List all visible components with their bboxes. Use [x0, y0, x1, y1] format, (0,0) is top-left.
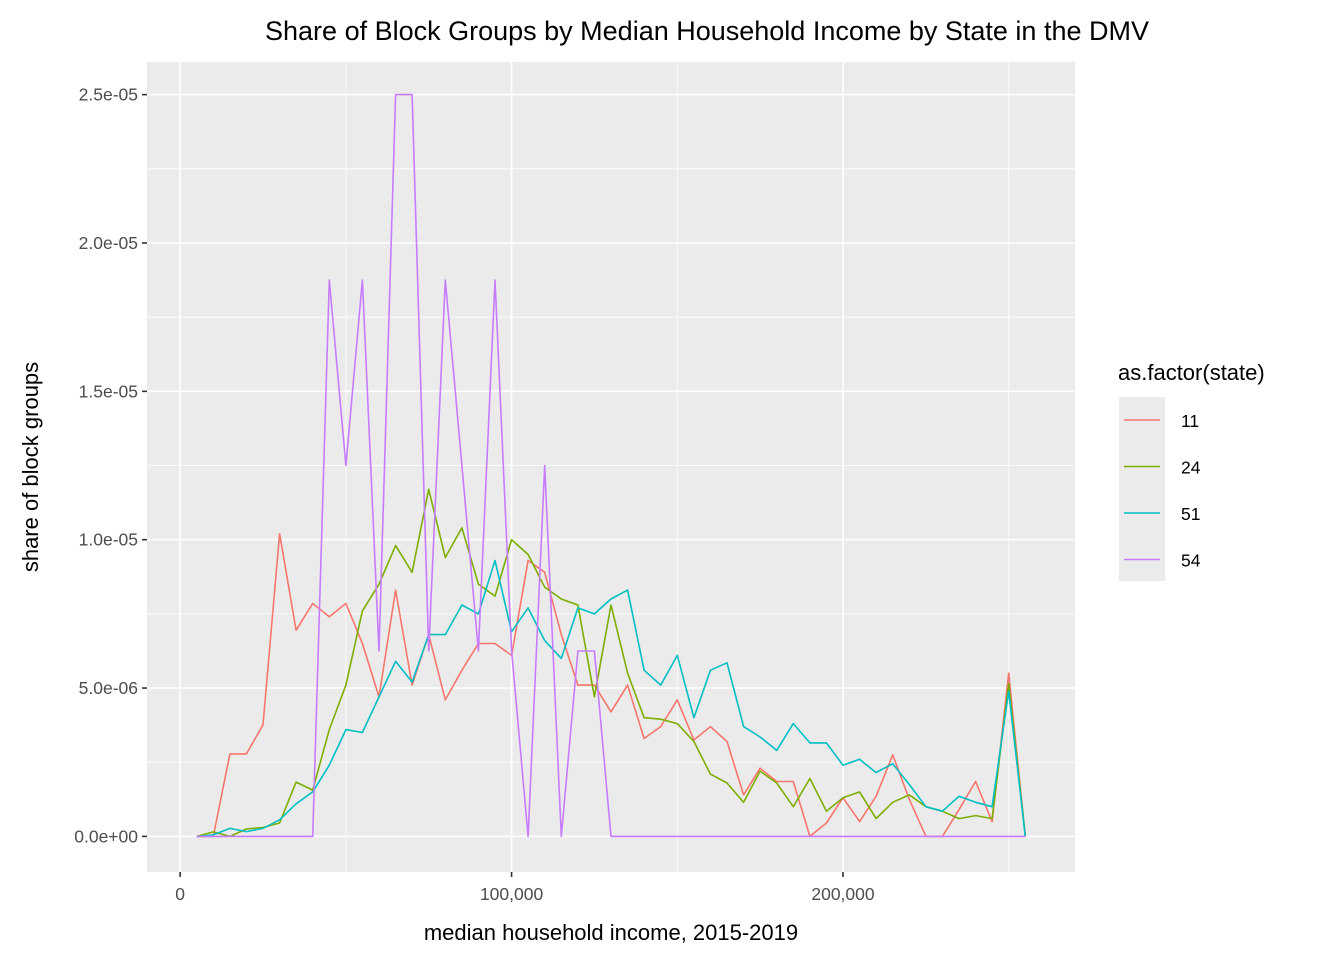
y-tick-label: 1.0e-05 [79, 530, 138, 550]
x-tick-label: 100,000 [480, 884, 544, 904]
x-tick-label: 200,000 [811, 884, 875, 904]
legend-item-11: 11 [1124, 411, 1199, 431]
chart-title: Share of Block Groups by Median Househol… [265, 16, 1149, 46]
x-axis: 0 100,000 200,000 [175, 872, 875, 904]
series-line-54 [196, 93, 1026, 838]
legend-title: as.factor(state) [1118, 360, 1265, 385]
y-tick-label: 2.0e-05 [79, 233, 138, 253]
legend-label: 24 [1181, 458, 1201, 478]
series-lines [196, 93, 1027, 838]
series-line-11 [196, 532, 1027, 838]
legend-label: 51 [1181, 504, 1200, 524]
y-axis-title: share of block groups [18, 362, 43, 572]
legend-item-51: 51 [1124, 504, 1200, 524]
series-line-24 [196, 488, 1027, 838]
legend: as.factor(state) 11 24 51 54 [1118, 360, 1265, 581]
y-tick-label: 2.5e-05 [79, 85, 138, 105]
series-line-51 [196, 559, 1027, 838]
y-tick-label: 5.0e-06 [79, 678, 138, 698]
x-axis-title: median household income, 2015-2019 [424, 920, 798, 945]
y-axis: 0.0e+00 5.0e-06 1.0e-05 1.5e-05 2.0e-05 2.5e-… [74, 85, 147, 846]
legend-label: 54 [1181, 551, 1201, 571]
x-tick-label: 0 [175, 884, 185, 904]
grid-major [147, 62, 1075, 872]
grid-minor [147, 62, 1075, 872]
legend-key-background [1119, 397, 1165, 581]
legend-item-54: 54 [1124, 551, 1201, 571]
y-tick-label: 1.5e-05 [79, 381, 138, 401]
legend-label: 11 [1181, 411, 1199, 431]
plot-panel [147, 62, 1075, 872]
y-tick-label: 0.0e+00 [74, 826, 138, 846]
legend-item-24: 24 [1124, 458, 1201, 478]
